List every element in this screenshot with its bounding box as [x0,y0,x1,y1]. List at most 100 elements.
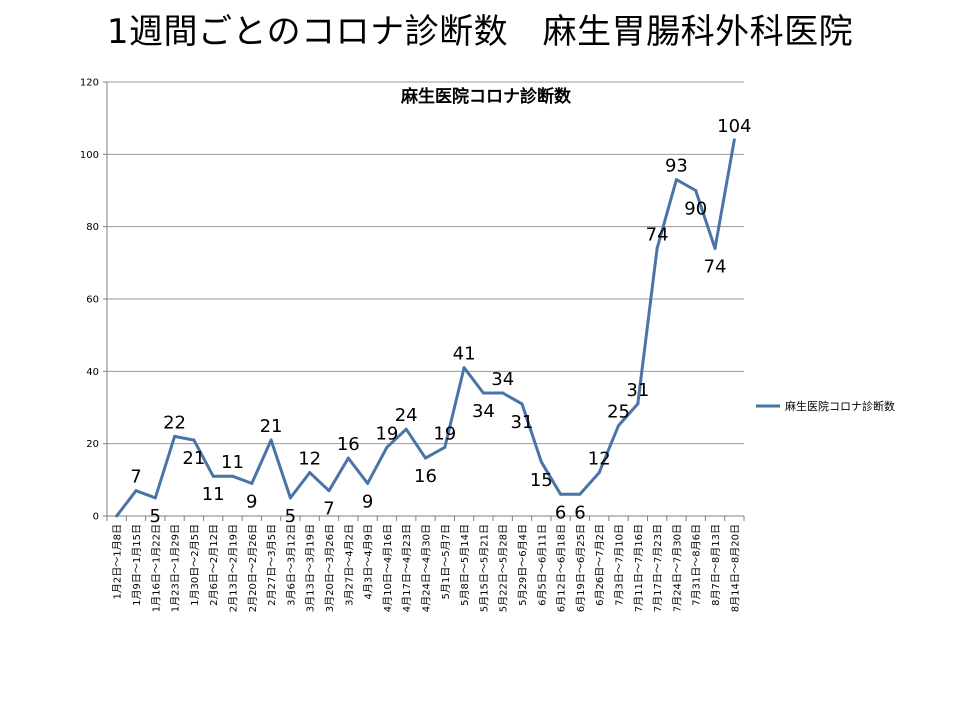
data-point [327,489,331,493]
data-point [481,391,485,395]
data-point [655,246,659,250]
data-point [501,391,505,395]
data-point [153,496,157,500]
y-tick-label: 120 [80,78,99,89]
legend-label: 麻生医院コロナ診断数 [785,399,895,413]
y-tick-label: 60 [86,295,99,306]
data-label: 7 [130,467,141,488]
x-tick-label: 7月31日～8月6日 [691,524,703,606]
data-label: 25 [607,402,630,423]
x-tick-label: 7月24日～7月30日 [671,524,683,612]
data-label: 93 [665,156,688,177]
data-label: 24 [395,405,418,426]
data-label: 34 [472,401,495,422]
data-label: 19 [375,423,398,444]
data-label: 90 [684,199,707,220]
data-point [115,514,119,518]
data-point [269,438,273,442]
x-tick-label: 6月26日～7月2日 [594,524,606,606]
data-point [230,474,234,478]
y-tick-label: 40 [86,367,99,378]
data-label: 6 [555,502,566,523]
data-point [597,471,601,475]
data-label: 12 [298,449,321,470]
y-tick-label: 80 [86,222,99,233]
x-tick-label: 7月3日～7月10日 [614,524,626,606]
x-tick-label: 1月16日～1月22日 [150,524,162,612]
x-tick-label: 2月20日～2月26日 [247,524,259,612]
data-point [385,445,389,449]
data-point [192,438,196,442]
x-tick-label: 7月17日～7月23日 [652,524,664,612]
data-point [308,471,312,475]
data-label: 21 [182,448,205,469]
x-tick-label: 7月11日～7月16日 [633,524,645,612]
x-tick-label: 2月6日～2月12日 [208,524,220,606]
data-label: 6 [574,502,585,523]
data-point [424,456,427,460]
x-tick-label: 4月24日～4月30日 [421,524,433,612]
x-tick-label: 4月10日～4月16日 [382,524,394,612]
x-tick-label: 1月2日～1月8日 [112,524,124,599]
chart-title: 麻生医院コロナ診断数 [400,86,572,107]
x-tick-label: 2月13日～2月19日 [227,524,239,612]
data-point [539,460,543,464]
data-label: 31 [511,412,534,433]
x-tick-label: 5月8日～5月14日 [459,524,471,606]
data-point [404,427,408,431]
data-point [713,246,717,250]
legend: 麻生医院コロナ診断数 [756,399,895,413]
y-tick-label: 100 [80,150,99,161]
data-point [674,178,678,182]
data-label: 11 [202,484,225,505]
data-point [578,492,582,496]
x-tick-label: 2月27日～3月5日 [266,524,278,606]
data-point [559,492,563,496]
data-label: 9 [246,491,257,512]
data-label: 11 [221,452,244,473]
x-tick-label: 6月5日～6月11日 [536,524,548,606]
data-point [462,366,466,370]
data-label: 15 [530,470,553,491]
x-tick-label: 1月23日～1月29日 [170,524,182,612]
data-label: 19 [433,423,456,444]
data-label: 22 [163,412,186,433]
data-label: 34 [491,369,514,390]
data-label: 74 [646,224,669,245]
x-tick-label: 5月22日～5月28日 [498,524,510,612]
x-tick-label: 3月27日～4月2日 [343,524,355,606]
x-tick-label: 5月29日～6月4日 [517,524,529,606]
x-axis-ticks: 1月2日～1月8日 1月9日～1月15日 1月16日～1月22日 1月23日～1月29… [106,516,745,612]
data-point [366,481,370,485]
data-point [732,138,736,142]
x-tick-label: 1月30日～2月5日 [189,524,201,606]
x-tick-label: 1月9日～1月15日 [131,524,143,606]
y-tick-label: 0 [93,512,99,523]
data-label: 9 [362,491,373,512]
data-point [346,456,350,460]
data-label: 21 [260,416,283,437]
data-label: 74 [704,256,727,277]
data-label: 41 [453,344,476,365]
x-tick-label: 5月15日～5月21日 [478,524,490,612]
data-point [211,474,215,478]
data-label: 16 [414,466,437,487]
data-point [636,402,640,406]
x-tick-label: 6月19日～6月25日 [575,524,587,612]
x-tick-label: 3月6日～3月12日 [285,524,297,606]
x-tick-label: 3月13日～3月19日 [305,524,317,612]
data-point [288,496,292,500]
x-tick-label: 3月20日～3月26日 [324,524,336,612]
data-point [173,434,177,438]
x-tick-label: 4月17日～4月23日 [401,524,413,612]
data-point [520,402,524,406]
data-point [617,424,621,428]
data-point [443,445,447,449]
data-point [694,189,698,192]
data-point [134,489,138,493]
data-point [250,481,254,485]
x-tick-label: 4月3日～4月9日 [363,524,375,599]
y-tick-label: 20 [86,439,99,450]
